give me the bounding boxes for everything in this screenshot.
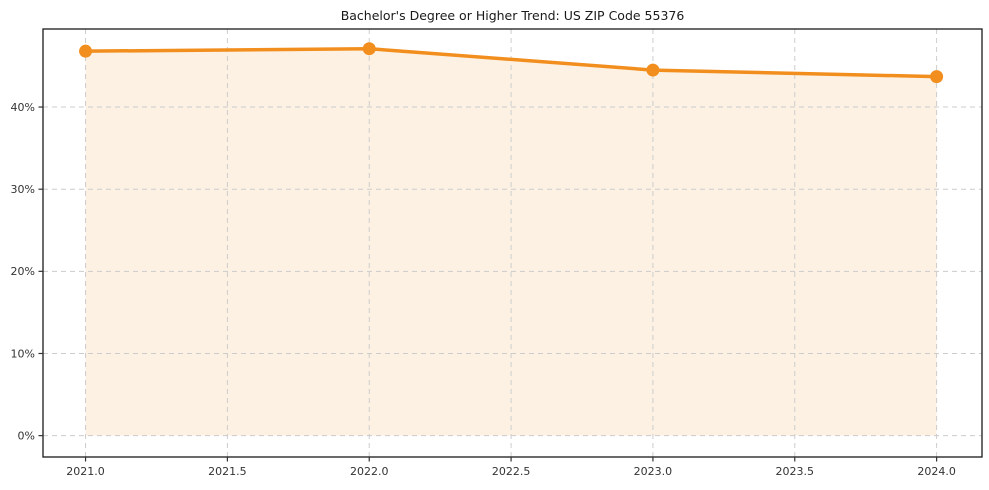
y-tick-label: 10% <box>11 347 35 360</box>
data-point-marker <box>79 44 93 58</box>
y-tick-label: 30% <box>11 183 35 196</box>
y-tick-label: 20% <box>11 265 35 278</box>
data-point-marker <box>930 70 944 84</box>
x-tick-label: 2021.0 <box>66 465 105 478</box>
y-tick-label: 40% <box>11 101 35 114</box>
data-point-marker <box>362 42 376 56</box>
y-tick-label: 0% <box>18 429 35 442</box>
chart-title: Bachelor's Degree or Higher Trend: US ZI… <box>340 8 685 23</box>
x-tick-label: 2023.5 <box>776 465 815 478</box>
x-tick-label: 2022.5 <box>492 465 531 478</box>
trend-line <box>83 46 939 79</box>
x-tick-label: 2024.0 <box>917 465 956 478</box>
plot-border <box>42 28 983 458</box>
data-point-marker <box>646 63 660 77</box>
x-tick-label: 2022.0 <box>350 465 389 478</box>
x-tick-label: 2023.0 <box>634 465 673 478</box>
x-tick-label: 2021.5 <box>208 465 247 478</box>
area-fill <box>85 48 937 436</box>
